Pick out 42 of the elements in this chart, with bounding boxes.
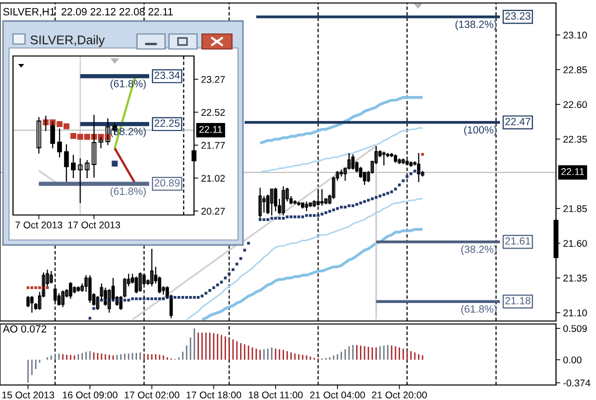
ref-line-label: 22.11 xyxy=(561,168,584,175)
data-label: 23.34 xyxy=(154,72,180,79)
chart-title: SILVER,H1 22.09 22.12 22.08 22.11 xyxy=(3,8,173,17)
x-tick-label: 18 Oct 11:00 xyxy=(248,392,303,398)
y-tick-label: 22.52 xyxy=(201,108,225,116)
x-tick-label: 17 Oct 18:00 xyxy=(186,392,242,398)
series-label: (138.2%) xyxy=(456,20,496,30)
y-tick-label: 21.10 xyxy=(563,309,587,316)
y-tick-label: 0.509 xyxy=(563,325,587,332)
y-tick-label: 0.00 xyxy=(563,356,582,364)
x-tick-label: 21 Oct 20:00 xyxy=(372,392,427,398)
x-tick-label: 7 Oct 2013 xyxy=(16,222,62,228)
data-label: 21.18 xyxy=(505,296,530,304)
data-label: 21.61 xyxy=(505,237,530,245)
chart-title: SILVER,Daily xyxy=(30,35,105,47)
data-label: 23.23 xyxy=(505,12,530,20)
series-label: (100%) xyxy=(464,126,496,136)
y-tick-label: 21.02 xyxy=(201,174,225,182)
x-tick-label: 16 Oct 09:00 xyxy=(62,392,118,398)
y-tick-label: 22.85 xyxy=(563,66,587,74)
series-label: (61.8%) xyxy=(461,305,496,315)
y-tick-label: 22.60 xyxy=(563,101,587,108)
x-tick-label: 17 Oct 2013 xyxy=(68,222,120,228)
series-label: (61.8%) xyxy=(110,187,146,197)
y-tick-label: 22.35 xyxy=(563,136,587,143)
x-tick-label: 15 Oct 2013 xyxy=(2,392,54,398)
y-tick-label: 20.27 xyxy=(201,208,225,215)
x-tick-label: 17 Oct 02:00 xyxy=(124,392,180,398)
y-tick-label: 23.10 xyxy=(563,32,587,39)
y-tick-label: 21.60 xyxy=(563,240,587,247)
x-tick-label: 21 Oct 04:00 xyxy=(310,392,365,398)
chart-title: AO 0.072 xyxy=(2,325,46,333)
ref-line-label: 22.11 xyxy=(199,126,222,133)
y-tick-label: 21.35 xyxy=(563,274,587,282)
y-tick-label: 21.77 xyxy=(201,142,225,149)
data-label: 22.47 xyxy=(505,118,530,126)
y-tick-label: 21.85 xyxy=(563,205,587,212)
y-tick-label: -0.374 xyxy=(563,380,590,386)
y-tick-label: 23.27 xyxy=(201,76,225,83)
data-label: 22.25 xyxy=(154,120,180,127)
data-label: 20.89 xyxy=(154,179,180,187)
series-label: (38.2%) xyxy=(461,245,496,256)
